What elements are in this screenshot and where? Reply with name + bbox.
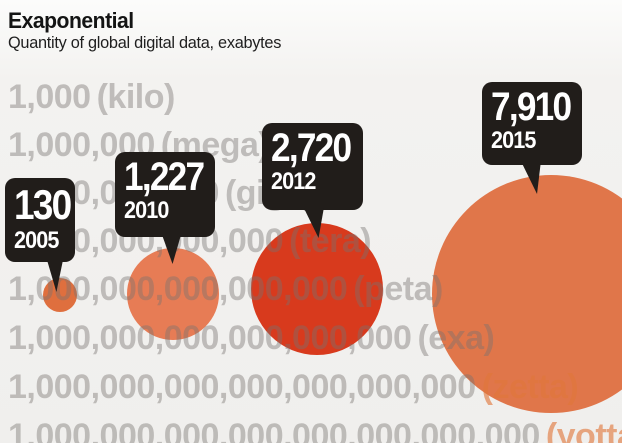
scale-row-kilo: 1,000 (kilo) <box>8 77 175 117</box>
callout-2015: 7,910 2015 <box>482 82 582 165</box>
scale-unit: (kilo) <box>96 78 176 116</box>
callout-2005: 130 2005 <box>5 178 75 262</box>
bubble-2015 <box>432 175 622 413</box>
bubble-2005 <box>43 278 77 312</box>
callout-2012: 2,720 2012 <box>262 123 363 210</box>
callout-year: 2015 <box>491 127 536 154</box>
callout-year: 2005 <box>14 227 59 254</box>
bubble-2010 <box>127 248 219 340</box>
scale-unit-highlighted: (yotta) <box>545 417 622 443</box>
callout-year: 2010 <box>124 197 169 224</box>
callout-year: 2012 <box>271 168 316 195</box>
callout-value: 2,720 <box>271 126 352 170</box>
scale-row-yotta: 1,000,000,000,000,000,000,000,000(yotta) <box>8 416 622 443</box>
chart-subtitle: Quantity of global digital data, exabyte… <box>8 33 282 52</box>
scale-number: 1,000 <box>8 78 91 116</box>
scale-number: 1,000,000,000,000,000,000,000 <box>8 368 476 406</box>
bubble-2012 <box>251 223 383 355</box>
page-title: Exaponential <box>8 8 134 33</box>
scale-number: 1,000,000,000,000,000,000,000,000 <box>8 417 540 443</box>
callout-value: 7,910 <box>491 85 572 129</box>
callout-value: 1,227 <box>124 155 205 199</box>
callout-2010: 1,227 2010 <box>115 152 215 237</box>
scale-row-exa: 1,000,000,000,000,000,000 (exa) <box>8 318 495 358</box>
callout-value: 130 <box>14 181 72 228</box>
